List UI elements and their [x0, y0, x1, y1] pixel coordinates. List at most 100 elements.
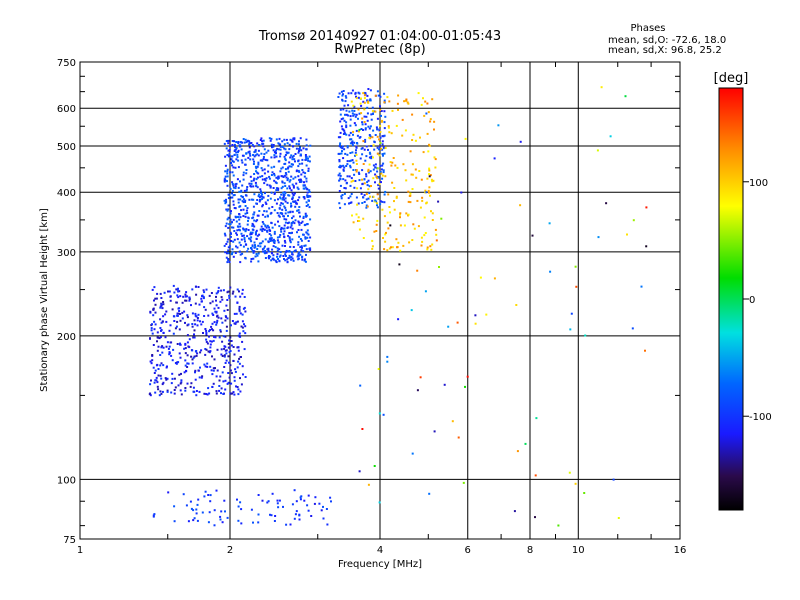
data-point [278, 260, 281, 263]
data-point [289, 226, 292, 229]
data-point [297, 229, 300, 231]
data-point [215, 295, 217, 298]
data-point [298, 223, 301, 226]
data-point [287, 151, 290, 154]
data-point [177, 296, 180, 299]
data-point [260, 137, 263, 140]
data-point [165, 378, 168, 381]
data-point [234, 146, 237, 149]
data-point [232, 240, 235, 243]
data-point [422, 97, 424, 100]
data-point [162, 303, 165, 306]
data-point [240, 189, 243, 192]
data-point [407, 213, 410, 216]
data-point [236, 156, 239, 158]
data-point [388, 100, 391, 103]
data-point [338, 202, 341, 205]
data-point [154, 303, 157, 306]
data-point [161, 307, 164, 310]
data-point [474, 322, 477, 325]
data-point [384, 190, 387, 193]
data-point [256, 171, 259, 174]
data-point [377, 94, 380, 97]
data-point [265, 177, 268, 180]
data-point [291, 221, 294, 224]
data-point [645, 206, 648, 209]
data-point [265, 203, 268, 205]
data-point [350, 180, 353, 183]
data-point [227, 226, 230, 229]
data-point [291, 140, 294, 143]
data-point [242, 174, 245, 177]
data-point [267, 194, 270, 197]
data-point [300, 173, 303, 176]
data-point [282, 195, 285, 198]
data-point [419, 376, 422, 379]
data-point [239, 225, 242, 228]
data-point [284, 172, 287, 174]
data-point [297, 143, 300, 146]
data-point [287, 214, 289, 217]
data-point [254, 154, 257, 157]
data-point [238, 222, 241, 225]
data-point [268, 207, 271, 210]
data-point [235, 385, 237, 388]
data-point [283, 258, 285, 260]
data-point [291, 192, 294, 195]
data-point [253, 193, 256, 196]
data-point [276, 255, 278, 258]
data-point [351, 214, 353, 217]
data-point [199, 366, 201, 369]
data-point [645, 245, 648, 248]
data-point [207, 521, 210, 524]
data-point [179, 295, 182, 298]
data-point [289, 523, 292, 526]
data-point [392, 157, 395, 159]
data-point [170, 341, 173, 344]
data-point [306, 229, 309, 232]
data-point [231, 171, 234, 174]
data-point [171, 377, 174, 380]
data-point [172, 348, 175, 351]
data-point [239, 501, 242, 504]
data-point [294, 153, 297, 155]
data-point [246, 140, 249, 142]
data-point [373, 465, 376, 467]
data-point [353, 141, 356, 144]
data-point [232, 186, 235, 189]
data-point [231, 221, 233, 224]
data-point [229, 187, 232, 190]
data-point [355, 129, 358, 132]
data-point [343, 119, 346, 122]
data-point [367, 171, 370, 174]
data-point [372, 164, 375, 167]
data-point [186, 362, 189, 365]
data-point [275, 155, 278, 158]
data-point [284, 245, 286, 247]
data-point [289, 138, 292, 141]
data-point [231, 164, 234, 167]
data-point [361, 121, 364, 124]
data-point [369, 135, 372, 138]
data-point [277, 506, 280, 509]
data-point [339, 206, 342, 209]
data-point [364, 159, 367, 162]
data-point [239, 198, 242, 201]
data-point [348, 202, 350, 205]
data-point [362, 140, 365, 143]
data-point [150, 329, 153, 332]
data-point [357, 130, 360, 133]
data-point [279, 152, 282, 155]
data-point [239, 205, 242, 208]
data-point [197, 498, 200, 501]
data-point [225, 243, 228, 245]
data-point [355, 113, 358, 116]
data-point [260, 242, 263, 245]
data-point [251, 231, 254, 234]
data-point [340, 118, 343, 121]
data-point [291, 158, 294, 161]
data-point [203, 392, 206, 395]
data-point [292, 163, 294, 166]
data-point [292, 194, 295, 196]
data-point [165, 345, 168, 348]
